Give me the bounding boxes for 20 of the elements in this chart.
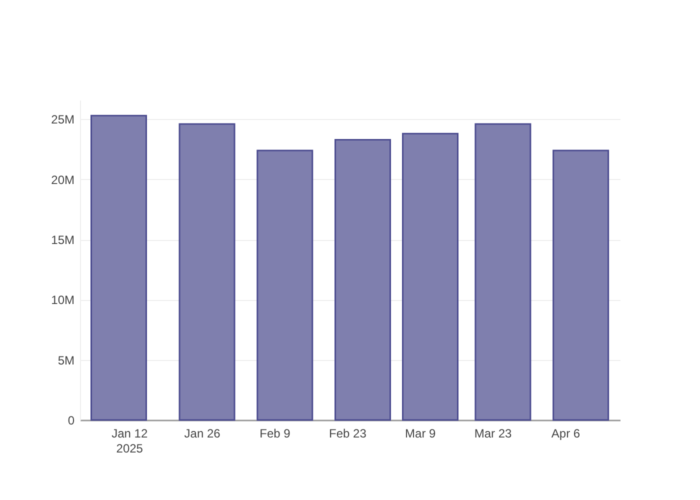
x-tick-label: Jan 26 — [184, 426, 221, 440]
x-tick-label: Mar 23 — [474, 426, 512, 440]
bar — [178, 123, 236, 421]
bar — [552, 150, 610, 421]
x-tick-label: Apr 6 — [551, 426, 580, 440]
bar — [256, 150, 314, 421]
x-tick-label: Mar 9 — [405, 426, 436, 440]
y-tick-label: 0 — [68, 414, 75, 428]
bar — [474, 123, 532, 421]
bar — [90, 114, 147, 421]
y-tick-label: 15M — [51, 233, 75, 248]
bar — [402, 132, 459, 421]
y-tick-label: 5M — [58, 353, 74, 368]
x-tick-label: Feb 23 — [329, 426, 367, 440]
x-tick-label: Feb 9 — [260, 426, 291, 440]
x-tick-label: Jan 12 2025 — [112, 426, 148, 456]
y-tick-label: 20M — [51, 172, 75, 187]
y-tick-label: 25M — [51, 112, 75, 127]
bar — [334, 138, 392, 421]
y-tick-label: 10M — [51, 293, 75, 308]
